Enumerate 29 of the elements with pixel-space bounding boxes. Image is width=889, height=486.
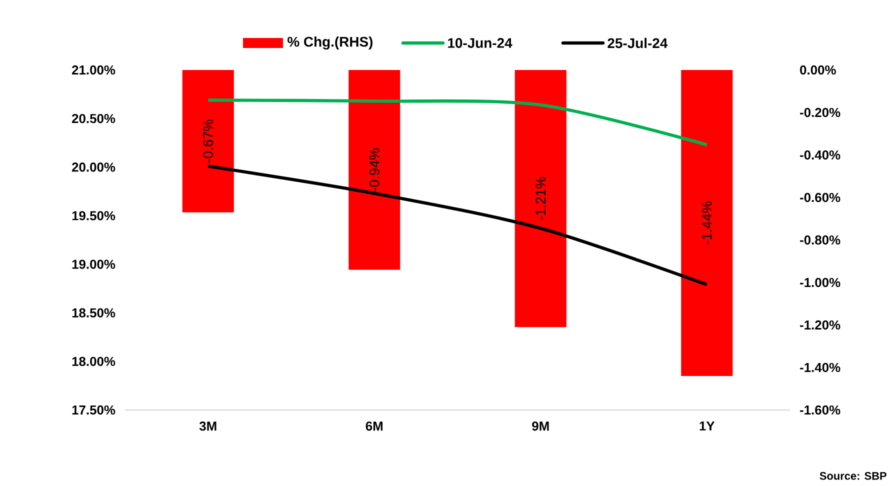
data-label: -0.67% [203,120,214,163]
source-note: Source: SBP [820,472,886,480]
x-tick-label: 3M [199,422,216,431]
x-tick-label: 6M [366,422,383,431]
y-tick-label: 18.00% [72,356,116,366]
y2-tick-label: -1.20% [800,320,840,330]
y2-tick-label: -0.20% [800,108,840,118]
y2-tick-label: 0.00% [800,65,836,75]
y2-tick-label: -0.80% [800,235,840,245]
y2-tick-label: -0.40% [800,150,840,160]
y2-tick-label: -1.40% [800,362,840,372]
y-tick-label: 19.50% [72,211,116,220]
y2-tick-label: -1.00% [800,278,840,288]
y2-tick-label: -0.60% [800,192,840,202]
data-label: -0.94% [369,148,380,192]
legend-label: 25-Jul-24 [608,38,668,48]
y-tick-label: 20.00% [72,162,116,172]
data-label: -1.21% [536,176,546,220]
y-tick-label: 17.50% [72,405,116,415]
x-tick-label: 9M [532,422,549,431]
legend-label: 10-Jun-24 [448,38,512,48]
y2-tick-label: -1.60% [800,405,840,415]
y-tick-label: 19.00% [72,260,116,269]
x-tick-label: 1Y [700,422,715,430]
y-tick-label: 21.00% [72,65,116,75]
y-tick-label: 20.50% [72,114,116,124]
legend-label: % Chg.(RHS) [288,36,372,50]
data-label: -1.44% [702,201,712,244]
y-tick-label: 18.50% [72,308,116,318]
